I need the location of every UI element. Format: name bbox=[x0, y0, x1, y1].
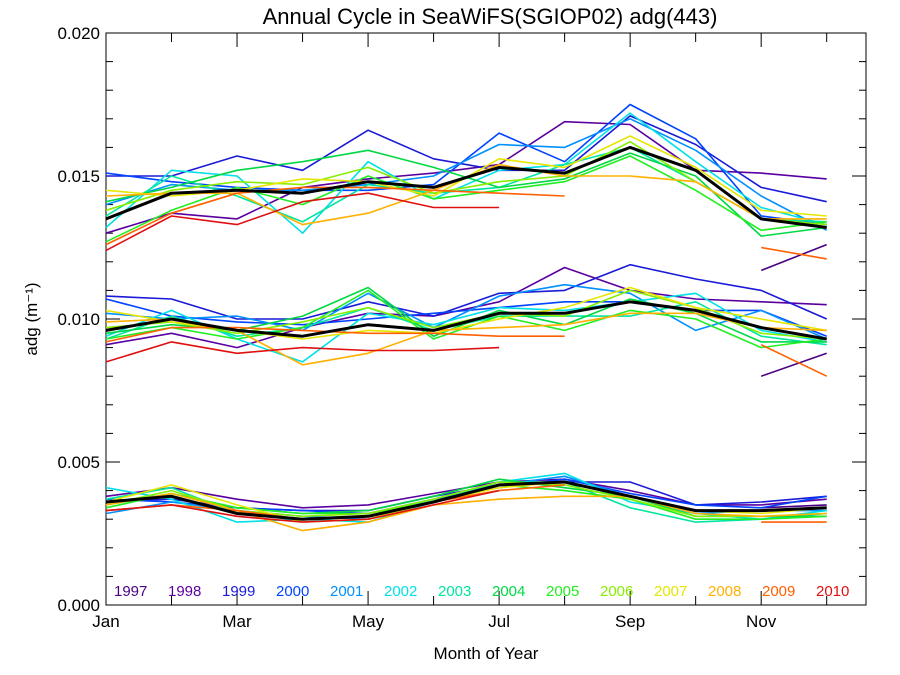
mean-line bbox=[105, 480, 827, 521]
legend-item-2005: 2005 bbox=[546, 583, 579, 600]
series-line-2010 bbox=[105, 192, 500, 252]
legend-item-2001: 2001 bbox=[330, 583, 363, 600]
legend-item-2004: 2004 bbox=[492, 583, 525, 600]
legend-item-2010: 2010 bbox=[816, 583, 849, 600]
series-lines bbox=[105, 103, 828, 532]
series-line-2001 bbox=[105, 283, 828, 340]
series-line-1997 bbox=[760, 352, 827, 377]
legend-item-2009: 2009 bbox=[762, 583, 795, 600]
series-line-2009 bbox=[760, 343, 828, 377]
legend-item-2007: 2007 bbox=[654, 583, 687, 600]
series-line-2009 bbox=[761, 246, 827, 260]
x-axis-label: Month of Year bbox=[434, 644, 539, 663]
legend: 1997 1998 1999 2000 2001 2002 2003 2004 2005 2006… bbox=[114, 583, 849, 600]
legend-item-1999: 1999 bbox=[222, 583, 255, 600]
series-line-2010 bbox=[105, 489, 500, 523]
x-tick-label: Mar bbox=[222, 612, 252, 631]
legend-item-1997: 1997 bbox=[114, 583, 147, 600]
series-line-2002 bbox=[105, 292, 827, 363]
y-tick-label: 0.000 bbox=[57, 596, 100, 615]
x-tick-label: Sep bbox=[615, 612, 645, 631]
series-line-1998 bbox=[105, 120, 827, 234]
x-tick-label: Jan bbox=[92, 612, 119, 631]
series-line-1999 bbox=[105, 263, 828, 320]
mean-line bbox=[105, 300, 827, 341]
legend-item-2006: 2006 bbox=[600, 583, 633, 600]
series-line-2005 bbox=[105, 289, 827, 349]
legend-item-2000: 2000 bbox=[276, 583, 309, 600]
y-tick-label: 0.020 bbox=[57, 24, 100, 43]
x-axis: Jan Mar May Jul Sep Nov bbox=[92, 33, 828, 631]
x-tick-label: May bbox=[352, 612, 385, 631]
legend-item-1998: 1998 bbox=[168, 583, 201, 600]
y-tick-label: 0.010 bbox=[57, 310, 100, 329]
y-axis: 0.000 0.005 0.010 0.015 0.020 bbox=[57, 24, 866, 615]
x-tick-label: Jul bbox=[488, 612, 510, 631]
legend-item-2002: 2002 bbox=[384, 583, 417, 600]
legend-item-2003: 2003 bbox=[438, 583, 471, 600]
mean-line bbox=[105, 145, 827, 229]
y-axis-label: adg (m⁻¹) bbox=[22, 282, 41, 355]
series-line-2010 bbox=[105, 341, 500, 363]
legend-item-2008: 2008 bbox=[708, 583, 741, 600]
series-line-2008 bbox=[105, 492, 827, 532]
chart-title: Annual Cycle in SeaWiFS(SGIOP02) adg(443… bbox=[263, 4, 718, 29]
series-line-1997 bbox=[760, 243, 827, 272]
y-tick-label: 0.005 bbox=[57, 453, 100, 472]
series-line-2000 bbox=[105, 103, 827, 226]
series-line-1997 bbox=[761, 504, 827, 509]
x-tick-label: Nov bbox=[746, 612, 777, 631]
series-line-2002 bbox=[105, 112, 827, 234]
y-tick-label: 0.015 bbox=[57, 167, 100, 186]
series-line-2000 bbox=[105, 298, 827, 337]
